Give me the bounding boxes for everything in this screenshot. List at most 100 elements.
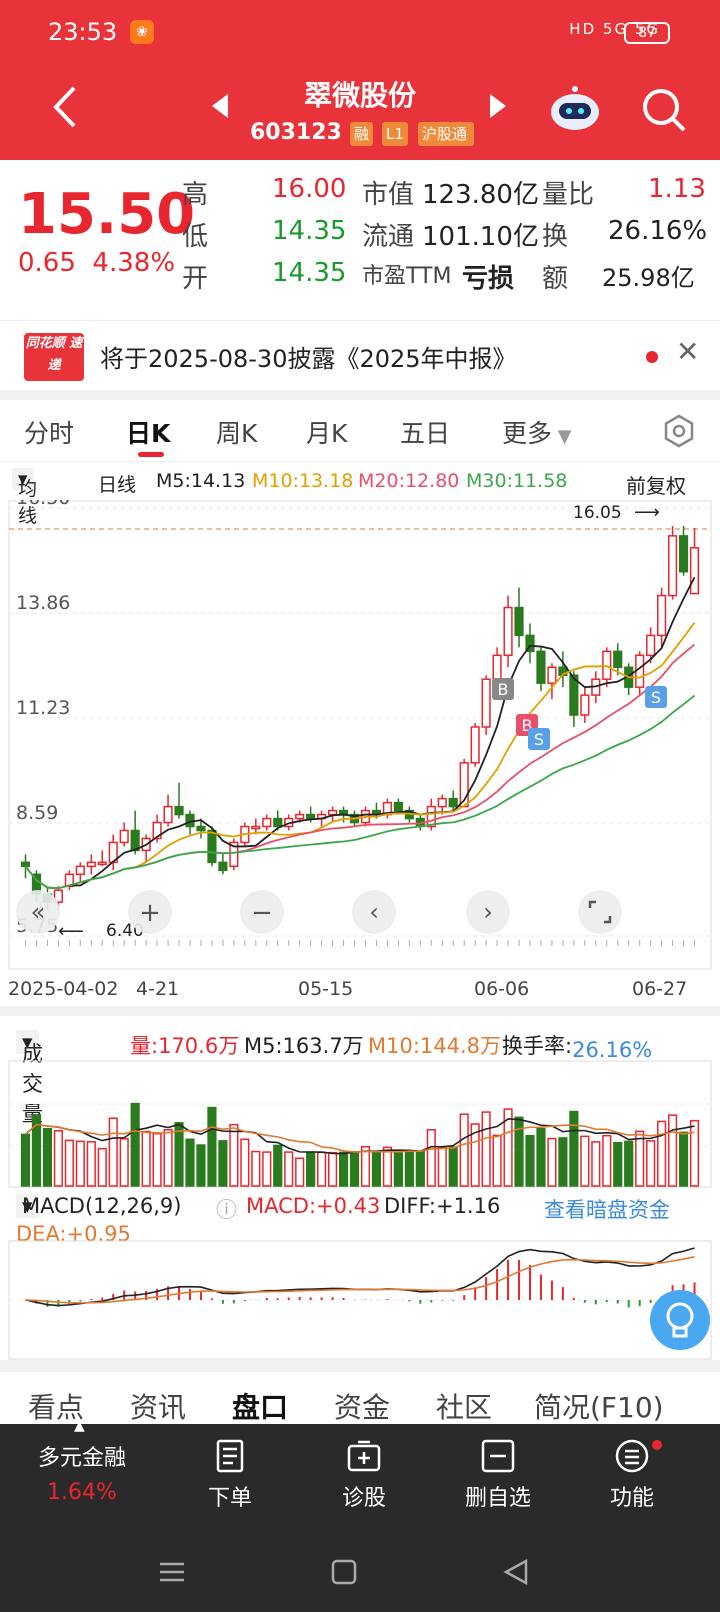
- volume-bar: [404, 1151, 414, 1187]
- y-tick-label: 16.50: [16, 500, 70, 509]
- tab-weekly-k[interactable]: 周K: [216, 419, 258, 448]
- help-icon[interactable]: ⓘ: [216, 1198, 237, 1222]
- fullscreen-icon: [588, 900, 612, 924]
- volume-m10: M10:144.8万: [368, 1034, 502, 1058]
- tag-margin: 融: [350, 122, 374, 146]
- volume-bar: [141, 1130, 151, 1187]
- mktcap-label: 市值: [362, 180, 415, 210]
- nav-diagnose-label: 诊股: [341, 1486, 386, 1511]
- volume-value: 量:170.6万: [130, 1034, 240, 1058]
- next-stock-icon[interactable]: [490, 94, 506, 118]
- candle-body: [229, 841, 239, 868]
- tab-highlights[interactable]: 看点: [28, 1391, 85, 1424]
- volume-bar: [119, 1138, 129, 1187]
- volume-bar: [393, 1151, 403, 1187]
- date-tick: 06-06: [474, 978, 530, 1000]
- volratio-value: 1.13: [648, 174, 706, 204]
- tab-more[interactable]: 更多 ▼: [502, 419, 572, 448]
- nav-sector[interactable]: ▲ 多元金融 1.64%: [12, 1418, 152, 1534]
- volume-bar: [185, 1138, 195, 1187]
- info-tabs: 看点 资讯 盘口 资金 社区 简况(F10): [0, 1372, 720, 1424]
- candle-body: [251, 825, 261, 830]
- candle-body: [635, 654, 645, 688]
- stock-code: 603123: [250, 120, 342, 145]
- search-icon[interactable]: [640, 86, 688, 134]
- nav-diagnose[interactable]: 诊股: [294, 1424, 434, 1534]
- home-icon[interactable]: [330, 1558, 358, 1586]
- volume-bar: [415, 1150, 425, 1187]
- dark-pool-link[interactable]: 查看暗盘资金: [544, 1198, 670, 1222]
- nav-functions[interactable]: 功能: [562, 1424, 702, 1534]
- settings-hex-icon[interactable]: [662, 414, 696, 448]
- macd-legend: MACD(12,26,9) ▾ ⓘ MACD:+0.43 DIFF:+1.16 …: [0, 1194, 720, 1264]
- date-tick: 4-21: [136, 978, 180, 1000]
- ma-legend: 均线 ▾ 日线 M5:14.13 M10:13.18 M20:12.80 M30…: [0, 464, 720, 527]
- macd-selector[interactable]: MACD(12,26,9) ▾: [16, 1194, 182, 1218]
- candle-body: [667, 535, 678, 597]
- tab-monthly-k[interactable]: 月K: [306, 419, 348, 448]
- quote-panel: 15.50 0.65 4.38% 高 16.00 低 14.35 开 14.35…: [0, 160, 720, 320]
- lightbulb-icon[interactable]: [650, 1290, 710, 1350]
- menu-icon[interactable]: [158, 1558, 186, 1586]
- volume-bar: [218, 1140, 228, 1187]
- candle-body: [130, 829, 140, 852]
- volume-bar: [163, 1129, 173, 1187]
- high-label: 高: [182, 180, 209, 210]
- current-price: 15.50: [18, 182, 196, 247]
- divider: [0, 1360, 720, 1372]
- tab-daily-k[interactable]: 日K: [126, 419, 171, 448]
- candle-body: [20, 861, 31, 868]
- diagnose-icon: [347, 1440, 381, 1472]
- kline-ma-lines: [24, 576, 696, 890]
- zoom-in-button[interactable]: [128, 890, 172, 934]
- volume-bar: [229, 1123, 239, 1187]
- volume-chart[interactable]: [8, 1060, 712, 1188]
- volume-ma10-line: [24, 1123, 695, 1153]
- turnover-value: 26.16%: [608, 216, 708, 246]
- close-icon[interactable]: ✕: [676, 335, 700, 368]
- scroll-right-button[interactable]: [466, 890, 510, 934]
- candle-body: [152, 821, 162, 840]
- scroll-left-fast-icon: «: [31, 898, 46, 926]
- prev-stock-icon[interactable]: [212, 94, 228, 118]
- tab-funds[interactable]: 资金: [334, 1391, 391, 1424]
- tab-news[interactable]: 资讯: [130, 1391, 187, 1424]
- notice-text[interactable]: 将于2025-08-30披露《2025年中报》: [100, 345, 517, 373]
- back-arrow-icon[interactable]: [46, 82, 86, 132]
- tab-community[interactable]: 社区: [436, 1391, 493, 1424]
- ma10-value: M10:13.18: [252, 470, 354, 492]
- fullscreen-button[interactable]: [578, 890, 622, 934]
- ma-selector[interactable]: 均线 ▾: [12, 468, 37, 527]
- turnover-rate: 换手率: 26.16%: [502, 1034, 653, 1062]
- candle-body: [262, 817, 272, 828]
- volume-bar: [262, 1151, 272, 1187]
- macd-chart[interactable]: [8, 1240, 712, 1360]
- scroll-left-button[interactable]: [352, 890, 396, 934]
- price-change: 0.65 4.38%: [18, 248, 176, 278]
- tab-orderbook[interactable]: 盘口: [232, 1391, 289, 1424]
- nav-remove-watch[interactable]: 删自选: [428, 1424, 568, 1534]
- low-label: 低: [182, 222, 209, 252]
- volume-selector[interactable]: 成交量 ▾: [16, 1030, 43, 1126]
- trade-markers: B B S S: [492, 678, 667, 750]
- tab-profile[interactable]: 简况(F10): [534, 1391, 664, 1424]
- kline-min-arrow: ⟵: [58, 921, 84, 942]
- volume-m5: M5:163.7万: [244, 1034, 364, 1058]
- tab-five-day[interactable]: 五日: [400, 419, 451, 448]
- candle-body: [481, 678, 491, 728]
- nav-order[interactable]: 下单: [160, 1424, 300, 1534]
- notice-banner[interactable]: 同花顺 速递 将于2025-08-30披露《2025年中报》 ✕: [0, 320, 720, 390]
- scroll-left-fast-button[interactable]: [16, 890, 60, 934]
- robot-assistant-icon[interactable]: [548, 84, 602, 132]
- adjust-mode[interactable]: 前复权: [626, 474, 686, 498]
- active-tab-indicator: [138, 452, 164, 457]
- chart-tabs: 分时 日K 周K 月K 五日 更多 ▼: [0, 400, 720, 462]
- volume-ma-lines: [24, 1118, 695, 1155]
- back-triangle-icon[interactable]: [502, 1558, 530, 1586]
- tab-intraday[interactable]: 分时: [24, 419, 75, 448]
- volume-bar: [481, 1111, 491, 1187]
- zoom-out-button[interactable]: [240, 890, 284, 934]
- pe-value: 亏损: [462, 264, 515, 294]
- divider: [0, 390, 720, 400]
